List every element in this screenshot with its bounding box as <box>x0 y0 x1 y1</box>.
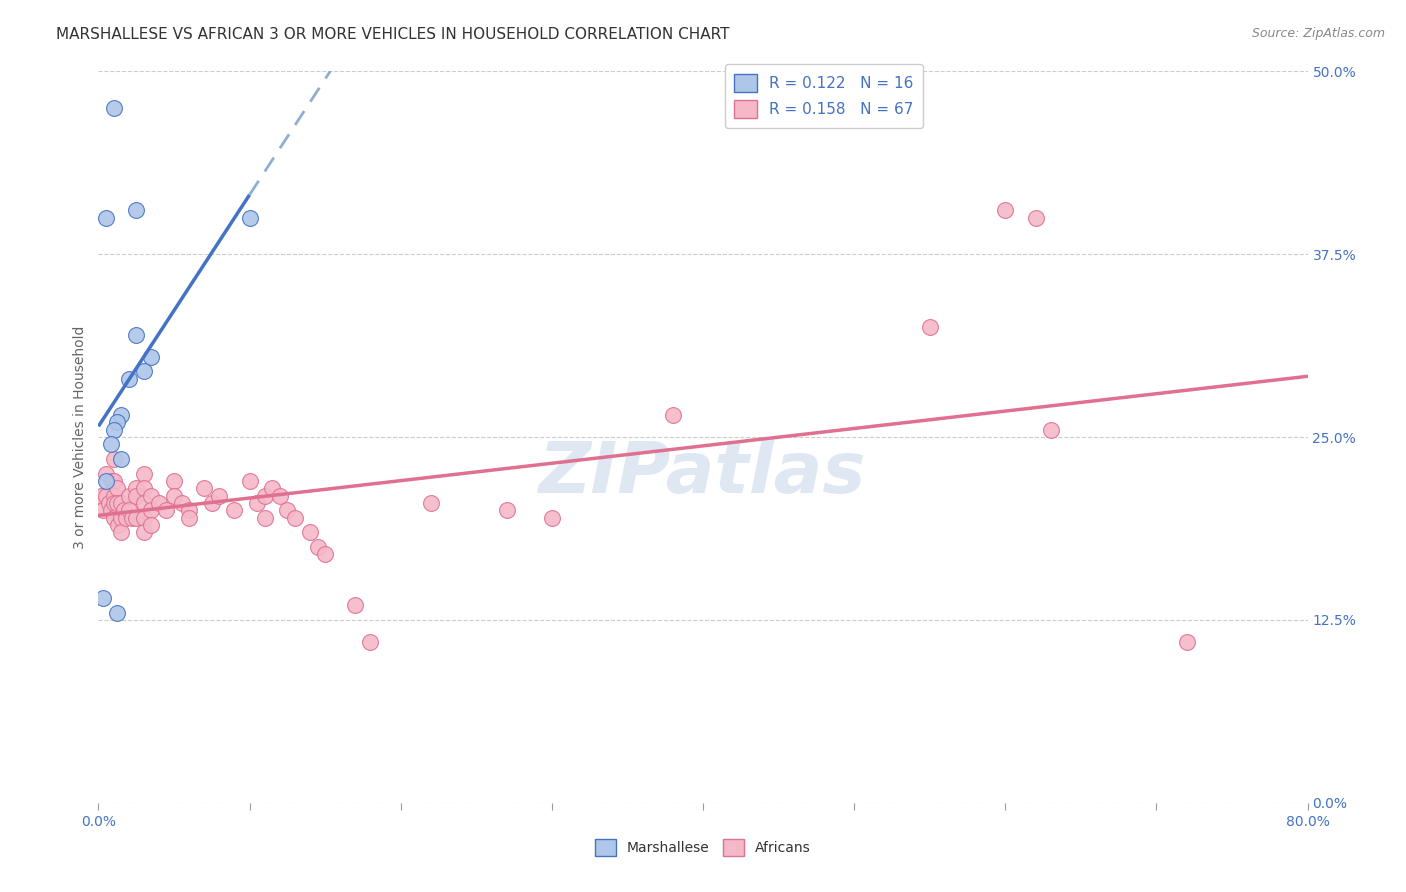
Point <box>101 474 124 488</box>
Point <box>100 503 122 517</box>
Point <box>103 489 125 503</box>
Point <box>132 481 155 495</box>
Point <box>105 606 128 620</box>
Point <box>299 525 322 540</box>
Point <box>155 503 177 517</box>
Point <box>125 510 148 524</box>
Point <box>103 423 125 437</box>
Point <box>107 517 129 532</box>
Point <box>208 489 231 503</box>
Point <box>918 320 941 334</box>
Text: Source: ZipAtlas.com: Source: ZipAtlas.com <box>1251 27 1385 40</box>
Point <box>141 517 163 532</box>
Point <box>91 591 114 605</box>
Point <box>132 510 155 524</box>
Point <box>179 503 201 517</box>
Point <box>224 503 246 517</box>
Point <box>121 510 143 524</box>
Point <box>125 203 148 218</box>
Point <box>94 211 117 225</box>
Point <box>94 489 117 503</box>
Point <box>103 474 125 488</box>
Point <box>105 416 128 430</box>
Point <box>246 496 269 510</box>
Point <box>262 481 284 495</box>
Point <box>112 503 135 517</box>
Point <box>100 437 122 451</box>
Point <box>105 496 128 510</box>
Point <box>125 489 148 503</box>
Point <box>103 452 125 467</box>
Point <box>239 474 262 488</box>
Point <box>91 503 114 517</box>
Point <box>132 496 155 510</box>
Point <box>141 489 163 503</box>
Point <box>103 101 125 115</box>
Point <box>105 481 128 495</box>
Point <box>170 496 193 510</box>
Point <box>90 489 112 503</box>
Point <box>1175 635 1198 649</box>
Point <box>103 510 125 524</box>
Point <box>94 474 117 488</box>
Point <box>118 489 141 503</box>
Point <box>239 211 262 225</box>
Point <box>314 547 336 561</box>
Point <box>148 496 170 510</box>
Point <box>1024 211 1046 225</box>
Point <box>163 489 186 503</box>
Point <box>1039 423 1062 437</box>
Point <box>420 496 443 510</box>
Point <box>994 203 1017 218</box>
Point <box>276 503 298 517</box>
Point <box>125 481 148 495</box>
Point <box>114 510 136 524</box>
Point <box>495 503 517 517</box>
Point <box>118 503 141 517</box>
Point <box>201 496 224 510</box>
Y-axis label: 3 or more Vehicles in Household: 3 or more Vehicles in Household <box>73 326 87 549</box>
Point <box>269 489 291 503</box>
Point <box>163 474 186 488</box>
Point <box>110 510 132 524</box>
Point <box>307 540 329 554</box>
Point <box>110 496 132 510</box>
Point <box>193 481 215 495</box>
Point <box>125 327 148 342</box>
Point <box>253 510 276 524</box>
Point <box>118 371 141 385</box>
Point <box>141 503 163 517</box>
Point <box>110 408 132 422</box>
Point <box>98 496 121 510</box>
Point <box>141 350 163 364</box>
Point <box>132 525 155 540</box>
Point <box>360 635 382 649</box>
Point <box>253 489 276 503</box>
Point <box>103 496 125 510</box>
Point <box>661 408 683 422</box>
Point <box>179 510 201 524</box>
Point <box>132 467 155 481</box>
Point <box>344 599 367 613</box>
Point <box>110 452 132 467</box>
Point <box>540 510 562 524</box>
Legend: Marshallese, Africans: Marshallese, Africans <box>589 834 817 862</box>
Point <box>132 364 155 378</box>
Point <box>110 525 132 540</box>
Text: ZIPatlas: ZIPatlas <box>540 439 866 508</box>
Text: MARSHALLESE VS AFRICAN 3 OR MORE VEHICLES IN HOUSEHOLD CORRELATION CHART: MARSHALLESE VS AFRICAN 3 OR MORE VEHICLE… <box>56 27 730 42</box>
Point <box>284 510 307 524</box>
Point <box>94 467 117 481</box>
